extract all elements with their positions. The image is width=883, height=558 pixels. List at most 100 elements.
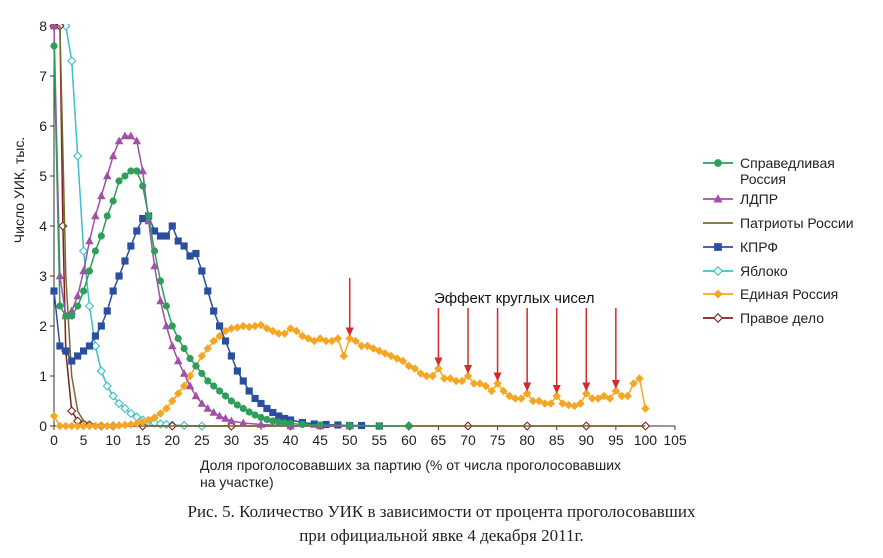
data-point: [138, 166, 147, 175]
data-point: [97, 232, 105, 240]
data-point: [629, 379, 638, 388]
data-point: [245, 408, 253, 416]
data-point: [227, 416, 236, 425]
data-point: [351, 336, 360, 346]
data-point: [713, 194, 723, 203]
series-3: [50, 212, 383, 430]
data-point: [714, 159, 722, 167]
data-point: [251, 394, 259, 403]
data-point: [398, 356, 408, 366]
x-tick-label: 85: [549, 432, 565, 448]
data-point: [156, 409, 165, 418]
data-point: [339, 351, 349, 361]
data-point: [62, 347, 70, 355]
data-point: [635, 374, 644, 383]
data-point: [72, 151, 83, 161]
data-point: [156, 296, 165, 305]
data-point: [56, 342, 64, 350]
data-point: [150, 413, 159, 422]
data-point: [522, 389, 532, 398]
x-tick-label: 75: [490, 432, 506, 448]
data-point: [85, 421, 94, 431]
data-point: [145, 212, 153, 220]
y-tick-label: 4: [39, 218, 47, 234]
data-point: [713, 266, 723, 276]
data-point: [115, 272, 123, 280]
data-point: [156, 277, 165, 285]
data-point: [61, 421, 71, 431]
data-point: [55, 421, 65, 431]
data-point: [215, 331, 224, 341]
y-tick-label: 1: [39, 368, 47, 384]
data-point: [74, 352, 82, 360]
legend-label: ЛДПР: [740, 191, 778, 207]
series-5: [49, 320, 650, 431]
data-point: [487, 386, 496, 396]
data-point: [216, 387, 224, 395]
data-point: [179, 368, 189, 377]
data-point: [428, 371, 437, 381]
data-point: [269, 417, 277, 425]
annotation-arrow-head: [493, 372, 502, 382]
data-point: [102, 381, 112, 391]
data-point: [221, 392, 230, 400]
data-point: [263, 404, 271, 413]
data-point: [68, 312, 76, 320]
data-point: [162, 321, 171, 330]
y-tick-label: 3: [39, 268, 47, 284]
data-point: [161, 419, 172, 430]
data-point: [227, 324, 236, 333]
data-point: [168, 322, 176, 330]
data-point: [84, 301, 95, 311]
data-point: [227, 397, 236, 405]
series-line: [54, 25, 232, 427]
x-tick-label: 15: [135, 432, 151, 448]
data-point: [85, 342, 94, 350]
data-point: [108, 151, 118, 160]
data-point: [97, 191, 106, 200]
data-point: [316, 421, 324, 429]
data-point: [197, 398, 207, 407]
annotation-arrow-head: [523, 382, 532, 392]
data-point: [103, 171, 112, 180]
x-tick-label: 0: [50, 432, 58, 448]
data-point: [281, 414, 289, 423]
data-point: [333, 334, 343, 343]
data-point: [239, 321, 248, 331]
annotation-arrow-head: [434, 357, 443, 367]
data-point: [67, 56, 77, 66]
data-point: [180, 242, 188, 250]
data-point: [469, 379, 479, 388]
data-point: [641, 404, 650, 413]
data-point: [209, 407, 218, 416]
data-point: [713, 289, 723, 299]
chart: 0 5 10 15 20 25 30 35 40 45 50 55 60 65 70 75 80 85 90 95 10…: [11, 18, 854, 490]
data-point: [221, 413, 230, 422]
data-point: [132, 136, 142, 145]
data-point: [281, 419, 289, 427]
data-point: [250, 321, 260, 331]
data-point: [139, 182, 147, 190]
series-line: [53, 25, 350, 427]
data-point: [115, 177, 123, 185]
data-point: [168, 396, 177, 406]
data-point: [62, 312, 70, 320]
data-point: [239, 404, 247, 413]
data-point: [611, 386, 621, 396]
data-point: [67, 421, 76, 431]
data-point: [191, 391, 201, 400]
x-tick-label: 65: [431, 432, 447, 448]
legend-label: Справедливая: [740, 155, 835, 171]
data-point: [233, 323, 242, 332]
data-point: [251, 411, 259, 419]
y-tick-label: 6: [39, 118, 47, 134]
data-point: [192, 362, 200, 370]
axes: 0 5 10 15 20 25 30 35 40 45 50 55 60 65 70 75 80 85 90 95 10…: [39, 18, 687, 448]
data-point: [280, 329, 289, 338]
x-tick-label: 80: [519, 432, 535, 448]
data-point: [91, 211, 100, 220]
data-point: [74, 302, 82, 310]
data-point: [292, 326, 301, 336]
data-point: [434, 364, 443, 373]
data-point: [233, 367, 241, 375]
